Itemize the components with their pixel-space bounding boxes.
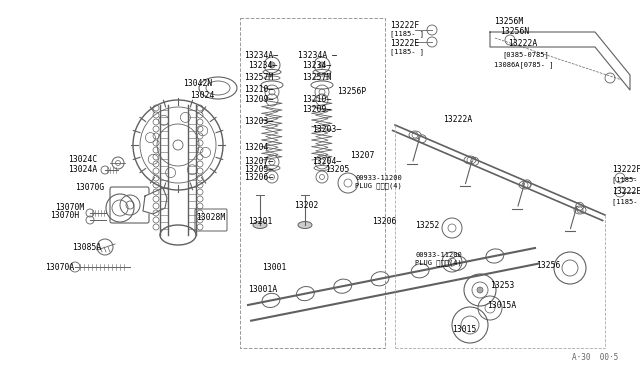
Text: 13070A: 13070A [45, 263, 74, 273]
Text: 13222F: 13222F [390, 20, 419, 29]
Text: 13234—: 13234— [302, 61, 332, 70]
Text: 13204—: 13204— [312, 157, 341, 167]
Text: 13001A: 13001A [248, 285, 277, 295]
Text: 13015A: 13015A [487, 301, 516, 310]
Text: 13253: 13253 [490, 280, 515, 289]
Text: 13222E: 13222E [612, 187, 640, 196]
Circle shape [477, 287, 483, 293]
Text: 13203—: 13203— [312, 125, 341, 135]
Text: [1185- ]: [1185- ] [612, 199, 640, 205]
Text: 13256P: 13256P [337, 87, 366, 96]
Text: 13024A: 13024A [68, 166, 97, 174]
Text: 13222F: 13222F [612, 166, 640, 174]
Text: 13203—: 13203— [244, 118, 273, 126]
Text: 13042N: 13042N [183, 80, 212, 89]
Text: 13252: 13252 [415, 221, 440, 230]
FancyBboxPatch shape [195, 209, 227, 231]
Text: A·30  00·5: A·30 00·5 [572, 353, 618, 362]
Text: 00933-11200: 00933-11200 [355, 175, 402, 181]
Text: 13015: 13015 [452, 326, 476, 334]
Text: 13070H: 13070H [50, 211, 79, 219]
Text: 13205—: 13205— [244, 166, 273, 174]
Text: 13222E: 13222E [390, 38, 419, 48]
Text: 13207—: 13207— [244, 157, 273, 167]
Ellipse shape [253, 221, 267, 228]
Ellipse shape [298, 221, 312, 228]
Text: 13028M: 13028M [196, 214, 225, 222]
Text: 13207: 13207 [350, 151, 374, 160]
Text: 13085A: 13085A [72, 243, 101, 251]
Text: 13024: 13024 [190, 90, 214, 99]
Text: 13210—: 13210— [244, 86, 273, 94]
Text: 13204: 13204 [244, 144, 268, 153]
Polygon shape [143, 188, 167, 214]
Text: 13070G: 13070G [75, 183, 104, 192]
Text: [1185- ]: [1185- ] [390, 49, 424, 55]
Text: 13210—: 13210— [302, 96, 332, 105]
Text: 13256N: 13256N [500, 28, 529, 36]
Circle shape [319, 62, 325, 68]
Polygon shape [490, 32, 630, 90]
Text: [1185- ]: [1185- ] [390, 31, 424, 37]
Text: 13209—: 13209— [244, 96, 273, 105]
Text: 13257M: 13257M [302, 73, 332, 81]
Text: 13257M: 13257M [244, 73, 273, 81]
Text: 13001: 13001 [262, 263, 286, 273]
Text: 13202: 13202 [294, 202, 318, 211]
Text: 13256: 13256 [536, 260, 561, 269]
Text: 13201: 13201 [248, 218, 273, 227]
Text: [0385-0785]: [0385-0785] [502, 52, 548, 58]
Text: 13206—: 13206— [244, 173, 273, 183]
Text: 13234—: 13234— [248, 61, 277, 70]
Text: 13086A[0785- ]: 13086A[0785- ] [494, 62, 554, 68]
Text: 13209—: 13209— [302, 106, 332, 115]
Circle shape [269, 62, 275, 68]
Text: 13222A: 13222A [508, 39, 537, 48]
Text: 13256M: 13256M [494, 17, 524, 26]
Text: 00933-11200: 00933-11200 [415, 252, 461, 258]
Text: 13070M: 13070M [55, 202, 84, 212]
Text: 13206: 13206 [372, 218, 396, 227]
Text: 13024C: 13024C [68, 155, 97, 164]
Text: 13205: 13205 [325, 166, 349, 174]
FancyBboxPatch shape [110, 187, 149, 223]
Text: 13234A —: 13234A — [298, 51, 337, 60]
Text: 13222A: 13222A [443, 115, 472, 125]
Text: PLUG プラグ(4): PLUG プラグ(4) [355, 183, 402, 189]
Text: [1185- ]: [1185- ] [612, 177, 640, 183]
Text: PLUG プラグ(4): PLUG プラグ(4) [415, 260, 461, 266]
Text: 13234A—: 13234A— [244, 51, 278, 60]
